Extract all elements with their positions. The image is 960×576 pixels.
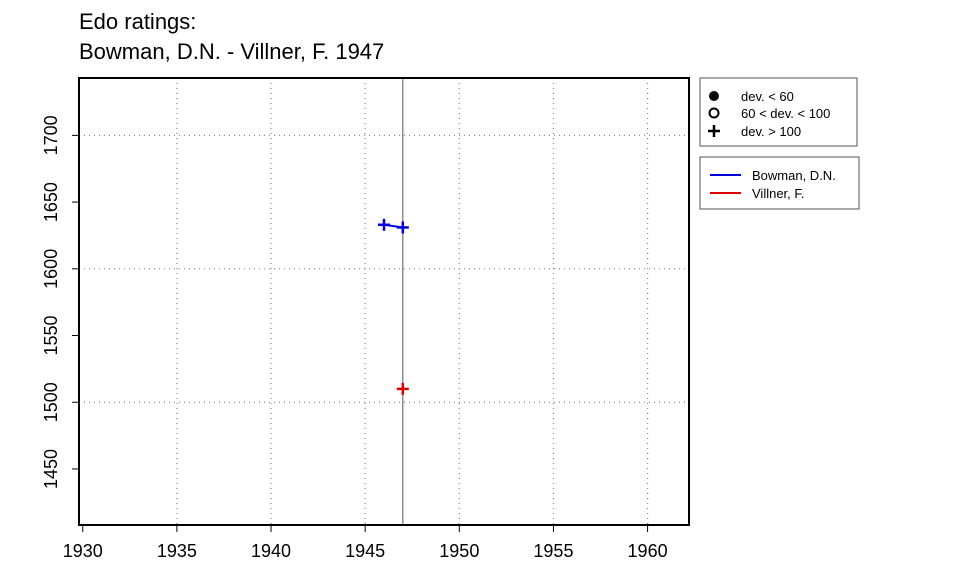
marker-legend: dev. < 60 60 < dev. < 100 dev. > 100 <box>699 77 858 147</box>
chart-title-line-2: Bowman, D.N. - Villner, F. 1947 <box>79 39 385 64</box>
x-tick-label: 1940 <box>251 541 291 561</box>
y-axis: 1450 1500 1550 1600 1650 1700 <box>41 115 79 489</box>
y-tick-label: 1700 <box>41 115 61 155</box>
y-tick-label: 1650 <box>41 182 61 222</box>
data-point-plus <box>396 221 409 234</box>
x-tick-label: 1950 <box>439 541 479 561</box>
grid-lines <box>79 78 689 525</box>
y-tick-label: 1450 <box>41 449 61 489</box>
series-legend-box <box>699 156 860 210</box>
x-axis: 1930 1935 1940 1945 1950 1955 1960 <box>63 525 668 561</box>
series-legend: Bowman, D.N. Villner, F. <box>699 156 860 210</box>
series-legend-label: Villner, F. <box>752 186 805 201</box>
data-point-plus <box>396 382 409 395</box>
open-circle-icon <box>708 107 720 119</box>
chart-title-line-1: Edo ratings: <box>79 9 197 34</box>
y-tick-label: 1550 <box>41 316 61 356</box>
y-tick-label: 1500 <box>41 382 61 422</box>
plot-frame <box>78 77 690 526</box>
marker-legend-label: dev. < 60 <box>741 89 794 104</box>
x-tick-label: 1960 <box>628 541 668 561</box>
marker-legend-box <box>699 77 858 147</box>
marker-legend-label: 60 < dev. < 100 <box>741 106 830 121</box>
y-tick-label: 1600 <box>41 249 61 289</box>
filled-circle-icon <box>709 91 719 101</box>
plus-icon <box>708 125 720 137</box>
series-layer <box>378 218 409 395</box>
x-tick-label: 1935 <box>157 541 197 561</box>
marker-legend-label: dev. > 100 <box>741 124 801 139</box>
x-tick-label: 1930 <box>63 541 103 561</box>
x-tick-label: 1955 <box>533 541 573 561</box>
series-legend-label: Bowman, D.N. <box>752 168 836 183</box>
x-tick-label: 1945 <box>345 541 385 561</box>
data-point-plus <box>378 218 390 231</box>
